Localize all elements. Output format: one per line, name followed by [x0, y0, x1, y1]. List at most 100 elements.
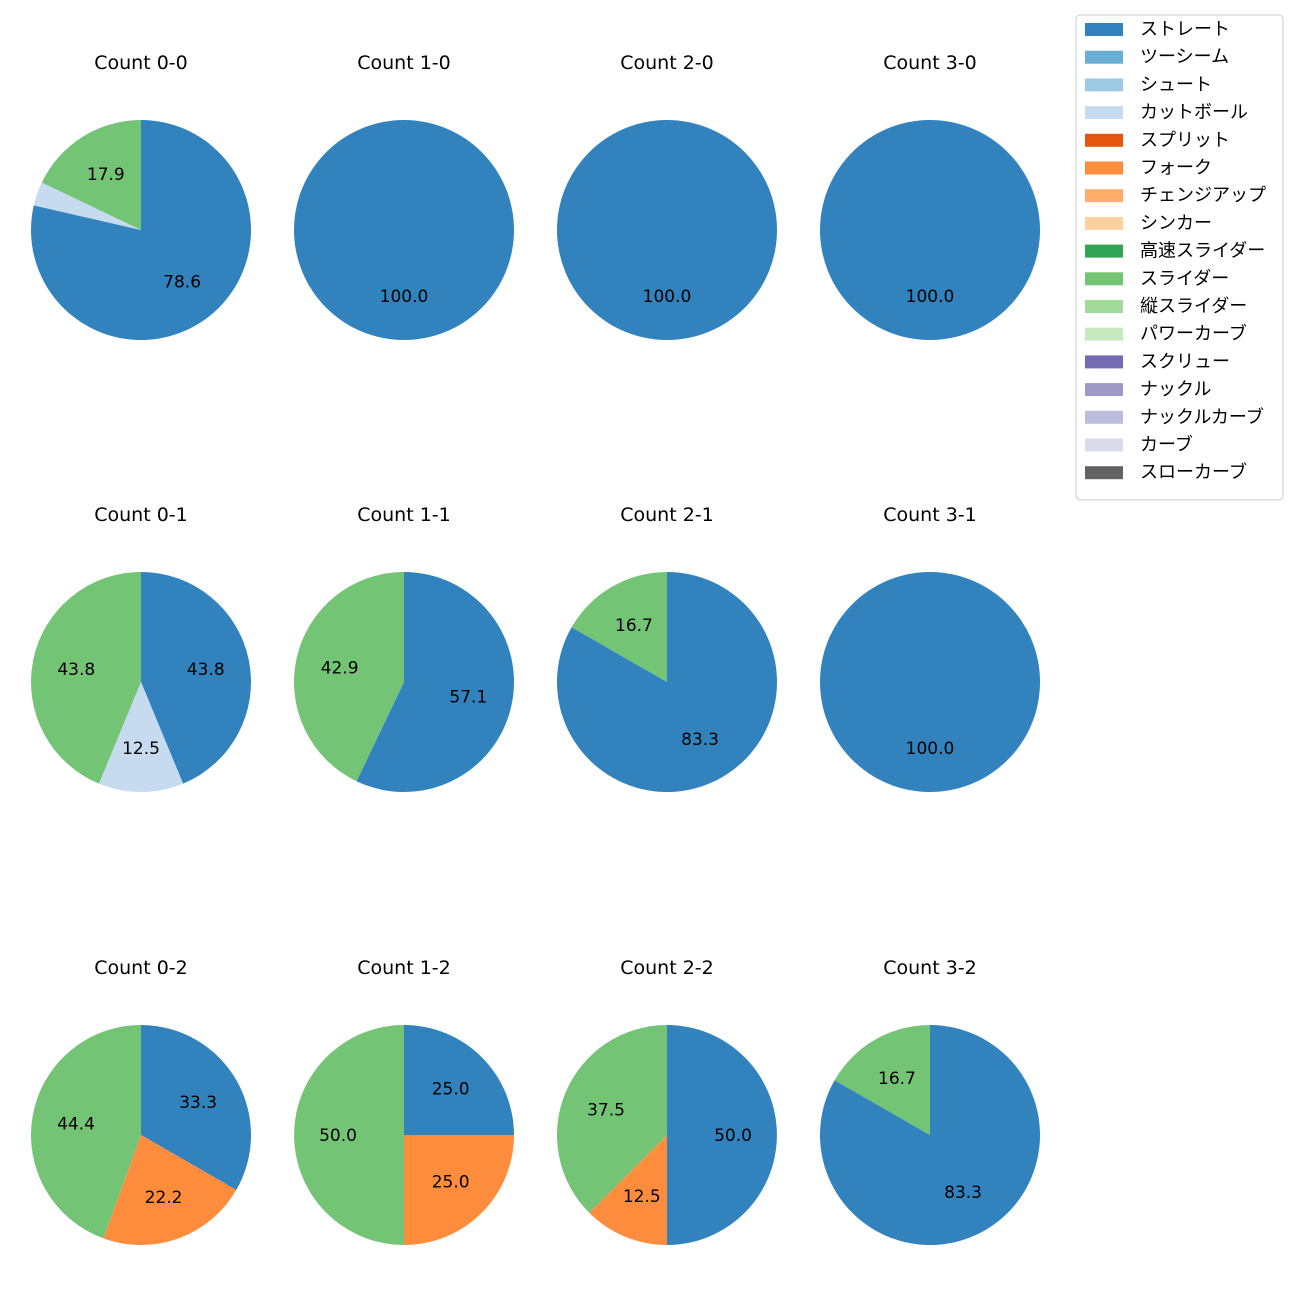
- legend-swatch: [1085, 300, 1123, 313]
- legend-swatch: [1085, 355, 1123, 369]
- legend-swatch: [1085, 189, 1123, 203]
- pie-chart: Count 2-1 83.3 16.7: [557, 504, 777, 792]
- pie-title: Count 3-0: [883, 52, 977, 74]
- slice-value-label: 16.7: [615, 616, 653, 636]
- legend-label: チェンジアップ: [1140, 185, 1266, 206]
- slice-value-label: 12.5: [122, 739, 160, 759]
- pie-slice: [834, 1025, 930, 1135]
- legend-label: 縦スライダー: [1140, 296, 1247, 317]
- slice-value-label: 25.0: [432, 1173, 470, 1193]
- pie-chart: Count 1-0 100.0: [294, 52, 514, 340]
- legend-label: シンカー: [1140, 213, 1212, 234]
- pie-slice: [667, 1025, 777, 1245]
- legend-label: スクリュー: [1140, 351, 1230, 372]
- pie-chart: Count 3-0 100.0: [820, 52, 1040, 340]
- legend-label: ツーシーム: [1140, 47, 1229, 68]
- legend-swatch: [1085, 50, 1123, 64]
- pie-slice: [356, 572, 514, 792]
- slice-value-label: 100.0: [906, 287, 955, 307]
- pie-slice: [819, 1025, 1040, 1246]
- legend-label: スローカーブ: [1140, 461, 1247, 483]
- slice-value-label: 44.4: [57, 1115, 95, 1135]
- pie-title: Count 0-2: [94, 957, 188, 979]
- pie-slice: [98, 682, 184, 792]
- pie-slice: [589, 1135, 667, 1245]
- legend-label: スライダー: [1140, 268, 1229, 289]
- pie-slice: [33, 182, 141, 230]
- pie-title: Count 1-0: [357, 52, 451, 74]
- slice-value-label: 83.3: [681, 730, 719, 750]
- slice-value-label: 78.6: [163, 273, 201, 293]
- pie-slice: [294, 1025, 404, 1245]
- slice-value-label: 100.0: [380, 287, 429, 307]
- pie-chart: Count 1-1 57.1 42.9: [294, 504, 514, 792]
- legend-label: ストレート: [1140, 19, 1230, 40]
- legend-label: スプリット: [1140, 130, 1230, 151]
- slice-value-label: 83.3: [944, 1183, 982, 1203]
- pie-slice: [31, 1025, 141, 1239]
- legend-label: 高速スライダー: [1140, 241, 1265, 262]
- legend-swatch: [1085, 410, 1123, 424]
- slice-value-label: 22.2: [145, 1188, 183, 1208]
- pie-slice: [820, 572, 1040, 792]
- legend-swatch: [1085, 466, 1123, 480]
- pie-slice: [404, 1025, 514, 1135]
- pie-slice: [557, 1025, 667, 1213]
- pie-slice: [294, 120, 514, 340]
- slice-value-label: 50.0: [319, 1126, 357, 1146]
- legend-label: パワーカーブ: [1140, 323, 1247, 345]
- slice-value-label: 43.8: [187, 660, 225, 680]
- pie-slice: [404, 1135, 514, 1245]
- legend-label: カットボール: [1140, 102, 1248, 123]
- pie-title: Count 1-2: [357, 957, 451, 979]
- pie-chart: Count 2-2 50.0 12.5 37.5: [557, 957, 777, 1245]
- legend-label: ナックルカーブ: [1140, 406, 1264, 428]
- pie-title: Count 0-0: [94, 52, 188, 74]
- pie-title: Count 2-0: [620, 52, 714, 74]
- legend-swatch: [1085, 383, 1123, 397]
- pie-title: Count 2-2: [620, 957, 714, 979]
- slice-value-label: 50.0: [714, 1126, 752, 1146]
- slice-value-label: 42.9: [321, 658, 359, 678]
- slice-value-label: 43.8: [57, 660, 95, 680]
- legend-swatch: [1085, 216, 1123, 230]
- pie-slice: [41, 119, 142, 230]
- pie-chart: Count 0-1 43.8 12.5 43.8: [31, 504, 251, 792]
- pie-chart: Count 0-0 78.6 17.9: [31, 52, 251, 340]
- pie-slice: [31, 572, 141, 784]
- pie-chart: Count 1-2 25.0 25.0 50.0: [294, 957, 514, 1245]
- legend-swatch: [1085, 438, 1123, 452]
- legend-swatch: [1085, 327, 1123, 341]
- pie-chart: Count 0-2 33.3 22.2 44.4: [31, 957, 251, 1246]
- legend-label: フォーク: [1140, 158, 1212, 179]
- legend-label: ナックル: [1140, 379, 1211, 400]
- legend-label: カーブ: [1140, 434, 1193, 456]
- pie-title: Count 0-1: [94, 504, 188, 526]
- slice-value-label: 12.5: [623, 1187, 661, 1207]
- legend-swatch: [1085, 272, 1123, 286]
- pie-slice: [820, 120, 1040, 340]
- legend-swatch: [1085, 244, 1123, 258]
- pie-title: Count 2-1: [620, 504, 714, 526]
- legend-swatch: [1085, 106, 1123, 120]
- legend-swatch: [1085, 23, 1123, 36]
- pie-slice: [294, 572, 404, 782]
- slice-value-label: 37.5: [587, 1101, 625, 1121]
- legend-frame: [1075, 14, 1284, 501]
- legend-swatch: [1085, 133, 1123, 147]
- legend-swatch: [1085, 161, 1123, 175]
- pie-title: Count 3-1: [883, 504, 977, 526]
- pie-title: Count 3-2: [883, 957, 977, 979]
- slice-value-label: 57.1: [449, 688, 487, 708]
- legend-label: シュート: [1140, 74, 1212, 95]
- slice-value-label: 33.3: [179, 1093, 217, 1113]
- pie-slice: [103, 1135, 237, 1246]
- slice-value-label: 100.0: [643, 287, 692, 307]
- pie-chart: Count 2-0 100.0: [557, 52, 777, 340]
- pie-chart: Count 3-2 83.3 16.7: [819, 957, 1040, 1246]
- pie-slice: [31, 120, 251, 340]
- slice-value-label: 17.9: [87, 165, 125, 185]
- pie-chart: Count 3-1 100.0: [820, 504, 1040, 792]
